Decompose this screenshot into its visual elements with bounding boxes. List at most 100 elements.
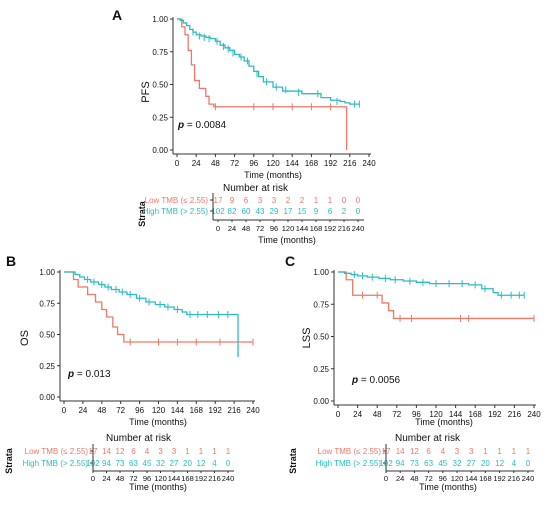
risk-count: 3 bbox=[172, 447, 177, 456]
risk-count: 0 bbox=[342, 196, 347, 205]
risk-count: 3 bbox=[272, 196, 277, 205]
risk-count: 9 bbox=[230, 196, 235, 205]
high-tmb-curve bbox=[64, 271, 239, 357]
y-tick-label: 0.75 bbox=[313, 300, 329, 309]
risk-count: 1 bbox=[226, 447, 231, 456]
p-value: p = 0.0084 bbox=[177, 120, 227, 131]
x-tick-label: 96 bbox=[135, 406, 144, 415]
risk-count: 0 bbox=[356, 196, 361, 205]
risk-count: 12 bbox=[116, 447, 125, 456]
risk-count: 1 bbox=[328, 196, 333, 205]
risk-x-tick-label: 72 bbox=[129, 474, 137, 483]
x-tick-label: 0 bbox=[336, 410, 341, 419]
risk-x-tick-label: 120 bbox=[154, 474, 167, 483]
risk-count: 27 bbox=[467, 459, 476, 468]
x-tick-label: 216 bbox=[227, 406, 241, 415]
risk-x-tick-label: 240 bbox=[352, 224, 365, 233]
risk-count: 82 bbox=[228, 207, 237, 216]
risk-count: 63 bbox=[424, 459, 433, 468]
high-tmb-curve bbox=[338, 271, 525, 296]
risk-x-axis-label: Time (months) bbox=[419, 482, 477, 492]
km-plot-area: 0.00 0.25 0.50 0.75 1.00 0 24 48 72 96 120 144 168 19… bbox=[39, 268, 260, 415]
risk-count: 94 bbox=[396, 459, 405, 468]
panel-letter: C bbox=[285, 253, 295, 269]
risk-count: 60 bbox=[242, 207, 251, 216]
risk-count: 27 bbox=[170, 459, 179, 468]
risk-count: 2 bbox=[342, 207, 347, 216]
high-tmb-row-label: High TMB (> 2.55) bbox=[316, 459, 382, 468]
risk-count: 102 bbox=[211, 207, 225, 216]
risk-count: 29 bbox=[270, 207, 279, 216]
x-tick-label: 192 bbox=[324, 159, 338, 168]
risk-x-axis-label: Time (months) bbox=[129, 482, 187, 492]
risk-x-tick-label: 216 bbox=[208, 474, 221, 483]
y-tick-label: 0.00 bbox=[152, 146, 168, 155]
risk-x-tick-label: 0 bbox=[384, 474, 388, 483]
panel-a: A PFS 0.000.250.500.751.000 24 48 72 96 120 14… bbox=[112, 7, 376, 245]
risk-count: 17 bbox=[214, 196, 223, 205]
risk-count: 1 bbox=[314, 196, 319, 205]
risk-count: 45 bbox=[143, 459, 152, 468]
risk-count: 4 bbox=[512, 459, 517, 468]
y-tick-label: 0.25 bbox=[39, 362, 55, 371]
risk-count: 2 bbox=[286, 196, 291, 205]
p-value: p = 0.0056 bbox=[351, 375, 401, 386]
km-plot-area: 0.00 0.25 0.50 0.75 1.00 0 24 48 72 96 120 144 168 19… bbox=[313, 268, 541, 419]
y-tick-label: 1.00 bbox=[152, 15, 168, 24]
risk-count: 12 bbox=[197, 459, 206, 468]
risk-count: 32 bbox=[156, 459, 165, 468]
risk-count: 6 bbox=[244, 196, 249, 205]
risk-count: 1 bbox=[497, 447, 502, 456]
x-tick-label: 72 bbox=[230, 159, 239, 168]
x-tick-label: 168 bbox=[305, 159, 319, 168]
risk-x-tick-label: 0 bbox=[216, 224, 220, 233]
risk-count: 94 bbox=[102, 459, 111, 468]
x-tick-label: 72 bbox=[392, 410, 401, 419]
x-tick-label: 192 bbox=[488, 410, 502, 419]
y-axis-label: LSS bbox=[301, 328, 313, 349]
strata-label: Strata bbox=[4, 447, 14, 474]
p-value: p = 0.013 bbox=[67, 369, 111, 380]
risk-x-tick-label: 216 bbox=[508, 474, 521, 483]
x-axis-label: Time (months) bbox=[244, 170, 302, 180]
risk-x-tick-label: 240 bbox=[522, 474, 535, 483]
x-tick-label: 24 bbox=[353, 410, 362, 419]
y-tick-label: 0.50 bbox=[313, 333, 329, 342]
y-tick-label: 0.25 bbox=[152, 113, 168, 122]
x-tick-label: 240 bbox=[527, 410, 541, 419]
x-tick-label: 48 bbox=[97, 406, 106, 415]
risk-count: 14 bbox=[102, 447, 111, 456]
risk-x-tick-label: 48 bbox=[410, 474, 418, 483]
low-tmb-row-label: Low TMB (≤ 2.55) bbox=[25, 447, 89, 456]
x-axis-label: Time (months) bbox=[129, 417, 187, 427]
x-tick-label: 24 bbox=[192, 159, 201, 168]
x-tick-label: 216 bbox=[343, 159, 357, 168]
risk-x-tick-label: 24 bbox=[228, 224, 236, 233]
high-tmb-row-label: High TMB (> 2.55) bbox=[23, 459, 89, 468]
y-tick-label: 0.00 bbox=[39, 393, 55, 402]
x-tick-label: 192 bbox=[209, 406, 223, 415]
high-tmb-curve bbox=[177, 18, 360, 105]
x-axis-label: Time (months) bbox=[415, 417, 473, 427]
y-tick-label: 1.00 bbox=[39, 268, 55, 277]
y-tick-label: 0.00 bbox=[313, 397, 329, 406]
risk-x-tick-label: 192 bbox=[195, 474, 208, 483]
risk-count: 4 bbox=[441, 447, 446, 456]
risk-count: 1 bbox=[483, 447, 488, 456]
low-tmb-curve bbox=[64, 271, 253, 343]
risk-count: 20 bbox=[183, 459, 192, 468]
x-tick-label: 96 bbox=[412, 410, 421, 419]
risk-count: 4 bbox=[212, 459, 217, 468]
risk-x-tick-label: 216 bbox=[338, 224, 351, 233]
risk-table-title: Number at risk bbox=[106, 433, 172, 444]
x-tick-label: 216 bbox=[508, 410, 522, 419]
risk-count: 73 bbox=[410, 459, 419, 468]
risk-count: 1 bbox=[199, 447, 204, 456]
risk-count: 6 bbox=[131, 447, 136, 456]
risk-x-tick-label: 168 bbox=[479, 474, 492, 483]
risk-count: 63 bbox=[129, 459, 138, 468]
risk-count: 3 bbox=[469, 447, 474, 456]
